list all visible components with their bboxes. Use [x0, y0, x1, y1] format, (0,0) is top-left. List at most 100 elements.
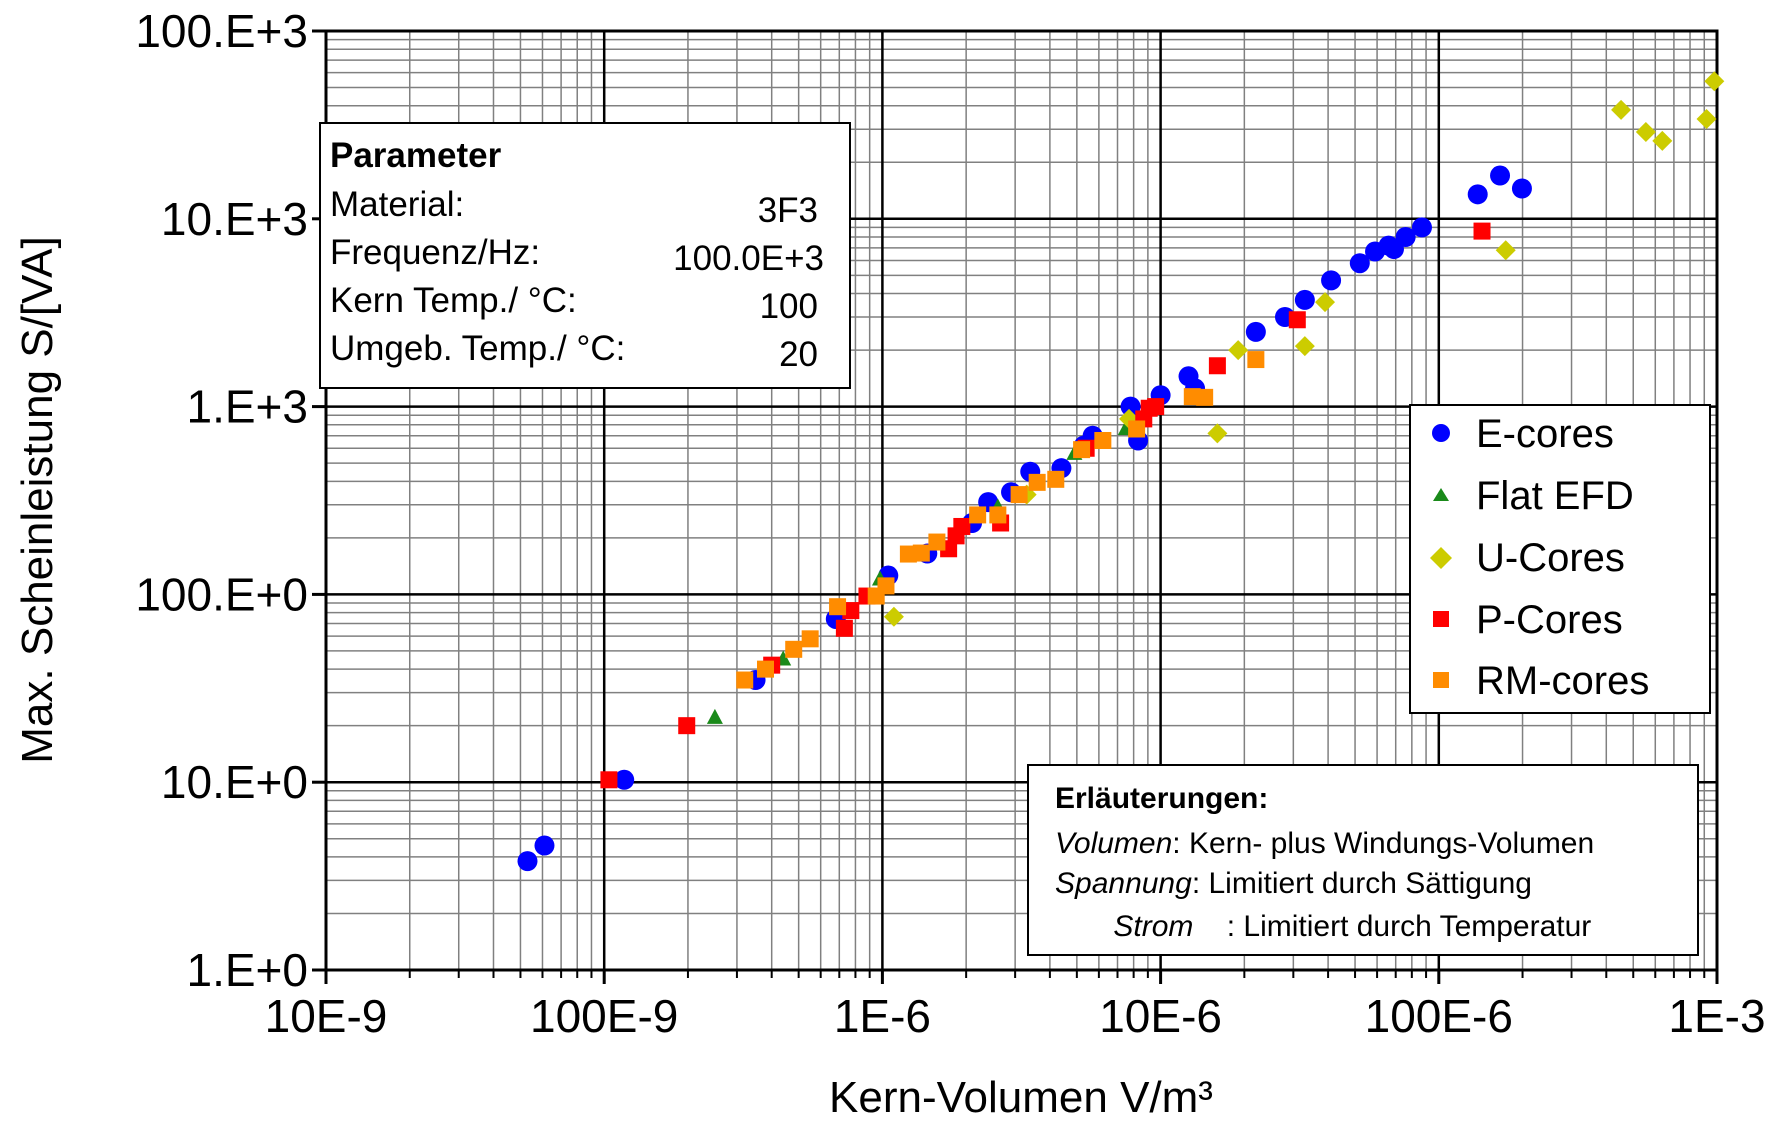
marker-e-cores — [1511, 178, 1532, 199]
parameter-box: Parameter Material: 3F3 Frequenz/Hz: 100… — [319, 122, 851, 389]
marker-e-cores — [1245, 321, 1266, 342]
legend-frame — [1409, 404, 1711, 714]
x-axis-title: Kern-Volumen V/m³ — [829, 1073, 1213, 1122]
marker-p-cores — [953, 517, 971, 535]
marker-u-cores — [1704, 71, 1725, 92]
marker-u-cores — [1315, 292, 1336, 313]
marker-e-cores — [1467, 184, 1488, 205]
marker-p-cores — [835, 619, 853, 637]
marker-rm-cores — [989, 506, 1007, 524]
notes-line-volume: Volumen: Kern- plus Windungs-Volumen — [1055, 827, 1594, 860]
y-tick-label: 10.E+0 — [161, 756, 308, 808]
x-axis-ticks: 10E-9 100E-9 1E-6 10E-6 100E-6 1E-3 — [265, 970, 1766, 1042]
parameter-label-frequency: Frequenz/Hz: — [330, 233, 540, 272]
marker-e-cores — [1411, 217, 1432, 238]
marker-u-cores — [1696, 108, 1717, 129]
marker-rm-cores — [877, 577, 895, 595]
legend-label-flat-efd: Flat EFD — [1476, 474, 1634, 518]
marker-e-cores — [1490, 165, 1511, 186]
y-tick-label: 100.E+0 — [135, 568, 308, 620]
marker-u-cores — [1635, 121, 1656, 142]
y-tick-label: 1.E+3 — [187, 381, 309, 433]
marker-rm-cores — [1047, 470, 1065, 488]
marker-p-cores — [1473, 222, 1491, 240]
parameter-label-core-temp: Kern Temp./ °C: — [330, 281, 577, 320]
marker-u-cores — [1294, 336, 1315, 357]
x-tick-label: 10E-6 — [1099, 990, 1222, 1042]
marker-rm-cores — [969, 506, 987, 524]
marker-rm-cores — [785, 640, 803, 658]
marker-e-cores — [614, 769, 635, 790]
legend-marker-flat-efd — [1433, 488, 1449, 501]
notes-line-current: Strom : Limitiert durch Temperatur — [1055, 910, 1633, 943]
marker-p-cores — [678, 717, 696, 735]
parameter-label-material: Material: — [330, 185, 464, 224]
x-tick-label: 100E-9 — [530, 990, 678, 1042]
marker-u-cores — [1228, 340, 1249, 361]
notes-line-voltage: Spannung: Limitiert durch Sättigung — [1055, 867, 1532, 900]
legend-marker-u-cores — [1430, 547, 1452, 569]
notes-heading: Erläuterungen: — [1055, 782, 1268, 815]
parameter-heading: Parameter — [330, 136, 502, 175]
notes-text-voltage: : Limitiert durch Sättigung — [1192, 867, 1532, 900]
legend: E-cores Flat EFD U-Cores P-Cores RM-core… — [1409, 404, 1711, 714]
legend-marker-e-cores — [1432, 424, 1450, 442]
marker-u-cores — [1207, 423, 1228, 444]
marker-rm-cores — [1073, 441, 1091, 459]
marker-u-cores — [883, 606, 904, 627]
data-markers — [517, 71, 1725, 872]
legend-label-rm-cores: RM-cores — [1476, 659, 1649, 703]
marker-e-cores — [1321, 270, 1342, 291]
marker-rm-cores — [829, 598, 847, 616]
notes-text-volume: : Kern- plus Windungs-Volumen — [1172, 827, 1594, 860]
notes-text-current: : Limitiert durch Temperatur — [1193, 910, 1591, 943]
parameter-box-frame — [319, 122, 851, 389]
marker-p-cores — [842, 602, 860, 620]
marker-flat-efd — [706, 708, 723, 724]
y-axis-title: Max. Scheinleistung S/[VA] — [13, 236, 62, 763]
marker-u-cores — [1652, 130, 1673, 151]
marker-rm-cores — [1094, 431, 1112, 449]
y-tick-label: 1.E+0 — [187, 944, 309, 996]
marker-rm-cores — [1196, 388, 1214, 406]
y-axis-ticks: 1.E+0 10.E+0 100.E+0 1.E+3 10.E+3 100.E+3 — [135, 5, 326, 996]
parameter-value-core-temp: 100 — [760, 287, 818, 326]
plot-area-frame — [324, 29, 1719, 972]
marker-p-cores — [1147, 398, 1165, 416]
marker-e-cores — [534, 835, 555, 856]
marker-rm-cores — [736, 671, 754, 689]
x-tick-label: 1E-6 — [834, 990, 931, 1042]
marker-u-cores — [1611, 99, 1632, 120]
x-tick-label: 1E-3 — [1668, 990, 1765, 1042]
notes-term-current: Strom — [1113, 910, 1193, 943]
notes-box: Erläuterungen: Volumen: Kern- plus Windu… — [1027, 764, 1699, 956]
parameter-value-frequency: 100.0E+3 — [673, 239, 824, 278]
parameter-value-ambient-temp: 20 — [779, 335, 818, 374]
marker-p-cores — [1208, 357, 1226, 375]
marker-p-cores — [600, 771, 618, 789]
legend-label-p-cores: P-Cores — [1476, 598, 1623, 642]
marker-e-cores — [1395, 226, 1416, 247]
marker-rm-cores — [801, 630, 819, 648]
marker-rm-cores — [1028, 473, 1046, 491]
marker-p-cores — [1288, 311, 1306, 329]
legend-label-u-cores: U-Cores — [1476, 536, 1625, 580]
legend-marker-rm-cores — [1433, 672, 1449, 688]
marker-rm-cores — [756, 660, 774, 678]
marker-e-cores — [1349, 253, 1370, 274]
legend-label-e-cores: E-cores — [1476, 412, 1614, 456]
marker-rm-cores — [1010, 486, 1028, 504]
parameter-label-ambient-temp: Umgeb. Temp./ °C: — [330, 329, 625, 368]
notes-box-frame — [1027, 764, 1699, 956]
parameter-value-material: 3F3 — [758, 191, 818, 230]
notes-term-voltage: Spannung — [1055, 867, 1192, 900]
marker-e-cores — [1294, 289, 1315, 310]
marker-rm-cores — [928, 533, 946, 551]
marker-rm-cores — [912, 544, 930, 562]
notes-term-volume: Volumen — [1055, 827, 1172, 860]
x-tick-label: 100E-6 — [1365, 990, 1513, 1042]
legend-marker-p-cores — [1433, 611, 1449, 627]
marker-rm-cores — [1128, 420, 1146, 438]
x-tick-label: 10E-9 — [265, 990, 388, 1042]
